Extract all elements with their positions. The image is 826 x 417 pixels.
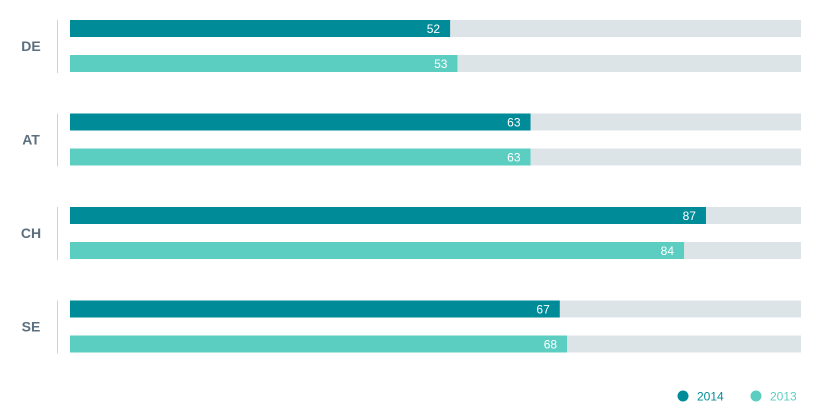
legend-swatch xyxy=(750,390,762,402)
legend-label: 2013 xyxy=(770,390,797,404)
category-label: SE xyxy=(22,319,41,335)
category-group-se: SE 67 68 xyxy=(22,300,801,354)
bar-2014-at xyxy=(70,113,531,131)
legend-item-2014: 2014 xyxy=(677,390,724,404)
bar-2013-at xyxy=(70,148,531,166)
bar-2014-de xyxy=(70,20,451,37)
bar-2013-ch xyxy=(70,242,685,259)
data-label: 63 xyxy=(507,116,521,130)
category-label: DE xyxy=(21,38,40,54)
category-label: AT xyxy=(22,132,40,148)
data-label: 53 xyxy=(434,57,448,71)
category-group-de: DE 52 53 xyxy=(21,20,801,73)
category-groups: DE 52 53 AT 63 63 CH 87 84 SE 67 68 xyxy=(21,20,801,354)
data-label: 67 xyxy=(536,303,550,317)
legend-label: 2014 xyxy=(697,390,724,404)
bar-2013-se xyxy=(70,335,568,353)
legend-item-2013: 2013 xyxy=(750,390,797,404)
bar-2014-ch xyxy=(70,207,706,224)
data-label: 84 xyxy=(661,244,675,258)
data-label: 63 xyxy=(507,151,521,165)
data-label: 52 xyxy=(427,22,441,36)
legend: 2014 2013 xyxy=(677,390,797,404)
data-label: 68 xyxy=(544,338,558,352)
category-group-ch: CH 87 84 xyxy=(21,207,801,260)
bar-2013-de xyxy=(70,55,458,72)
category-label: CH xyxy=(21,225,41,241)
data-label: 87 xyxy=(683,209,697,223)
legend-swatch xyxy=(677,390,689,402)
bar-2014-se xyxy=(70,300,560,318)
category-group-at: AT 63 63 xyxy=(22,113,801,167)
